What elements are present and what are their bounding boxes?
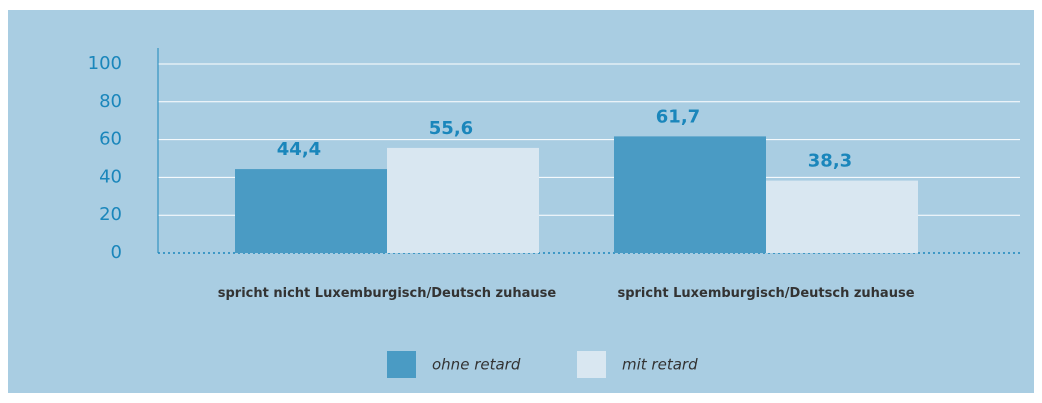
x-tick-label: spricht nicht Luxemburgisch/Deutsch zuha… — [217, 286, 557, 301]
bar — [766, 180, 918, 253]
y-tick-label: 80 — [99, 91, 122, 112]
value-label: 44,4 — [277, 139, 321, 160]
value-label: 38,3 — [808, 151, 852, 172]
value-label: 55,6 — [429, 118, 473, 139]
legend-label: ohne retard — [432, 356, 521, 374]
bar — [614, 136, 766, 253]
bar — [387, 147, 539, 253]
y-tick-label: 0 — [111, 242, 122, 263]
legend-swatch — [387, 351, 416, 378]
legend-label: mit retard — [622, 356, 698, 374]
y-tick-label: 20 — [99, 204, 122, 225]
bar — [235, 169, 387, 253]
y-tick-label: 60 — [99, 129, 122, 150]
value-label: 61,7 — [656, 106, 700, 127]
y-tick-label: 40 — [99, 166, 122, 187]
legend-swatch — [577, 351, 606, 378]
x-tick-label: spricht Luxemburgisch/Deutsch zuhause — [617, 286, 915, 301]
y-tick-label: 100 — [88, 53, 122, 74]
